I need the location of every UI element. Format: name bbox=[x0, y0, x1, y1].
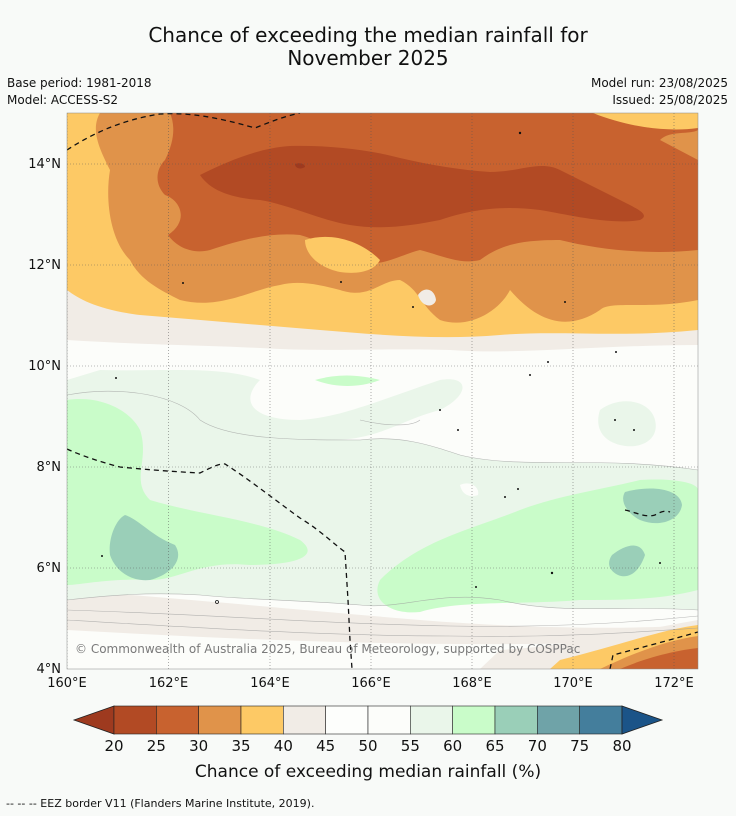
lon-tick-160e: 160°E bbox=[47, 676, 87, 691]
colorbar-swatch bbox=[579, 705, 623, 735]
colorbar-tick-label: 75 bbox=[570, 737, 589, 755]
graticule bbox=[67, 113, 698, 669]
colorbar-swatch bbox=[367, 705, 411, 735]
map-field bbox=[67, 113, 698, 669]
colorbar-swatch bbox=[537, 705, 580, 735]
lat-tick-14n: 14°N bbox=[28, 157, 61, 172]
colorbar-tick-label: 25 bbox=[147, 737, 166, 755]
map-title-line2: November 2025 bbox=[287, 46, 449, 70]
model-run-date: Model run: 23/08/2025 bbox=[590, 76, 728, 90]
lat-tick-6n: 6°N bbox=[37, 561, 62, 576]
colorbar-label: Chance of exceeding median rainfall (%) bbox=[194, 762, 542, 782]
colorbar-tick-label: 60 bbox=[443, 737, 462, 755]
colorbar-swatch bbox=[156, 705, 199, 735]
colorbar-swatch bbox=[113, 705, 157, 735]
map-title-line1: Chance of exceeding the median rainfall … bbox=[148, 23, 588, 47]
lon-tick-170e: 170°E bbox=[553, 676, 593, 691]
colorbar-swatch bbox=[410, 705, 453, 735]
lat-tick-4n: 4°N bbox=[37, 662, 62, 677]
copyright-notice: © Commonwealth of Australia 2025, Bureau… bbox=[75, 642, 580, 656]
lat-tick-12n: 12°N bbox=[28, 258, 61, 273]
model-name: Model: ACCESS-S2 bbox=[7, 93, 119, 107]
issued-date: Issued: 25/08/2025 bbox=[612, 93, 728, 107]
colorbar-tick-label: 55 bbox=[401, 737, 420, 755]
lat-tick-10n: 10°N bbox=[28, 359, 61, 374]
lon-tick-168e: 168°E bbox=[452, 676, 492, 691]
colorbar-swatch bbox=[198, 705, 242, 735]
colorbar-tick-label: 45 bbox=[316, 737, 335, 755]
colorbar-tick-label: 80 bbox=[612, 737, 631, 755]
colorbar-low-arrow bbox=[72, 705, 115, 735]
lon-tick-166e: 166°E bbox=[351, 676, 391, 691]
eez-border bbox=[67, 113, 698, 669]
eez-footnote: -- -- -- EEZ border V11 (Flanders Marine… bbox=[6, 797, 315, 810]
colorbar-tick-label: 50 bbox=[358, 737, 377, 755]
colorbar-tick-label: 20 bbox=[104, 737, 123, 755]
colorbar-swatch bbox=[240, 705, 284, 735]
colorbar-swatch bbox=[325, 705, 369, 735]
colorbar-swatch bbox=[494, 705, 538, 735]
colorbar: 20 25 30 35 40 45 50 55 60 65 70 75 80 bbox=[72, 705, 664, 755]
lat-tick-8n: 8°N bbox=[37, 460, 62, 475]
colorbar-tick-label: 70 bbox=[528, 737, 547, 755]
lon-tick-172e: 172°E bbox=[654, 676, 694, 691]
colorbar-tick-label: 30 bbox=[189, 737, 208, 755]
colorbar-swatch bbox=[283, 705, 326, 735]
lon-tick-164e: 164°E bbox=[250, 676, 290, 691]
lon-tick-162e: 162°E bbox=[149, 676, 189, 691]
colorbar-high-arrow bbox=[621, 705, 664, 735]
colorbar-tick-label: 65 bbox=[485, 737, 504, 755]
colorbar-swatch bbox=[452, 705, 496, 735]
colorbar-tick-label: 40 bbox=[274, 737, 293, 755]
base-period: Base period: 1981-2018 bbox=[7, 76, 152, 90]
colorbar-tick-label: 35 bbox=[231, 737, 250, 755]
